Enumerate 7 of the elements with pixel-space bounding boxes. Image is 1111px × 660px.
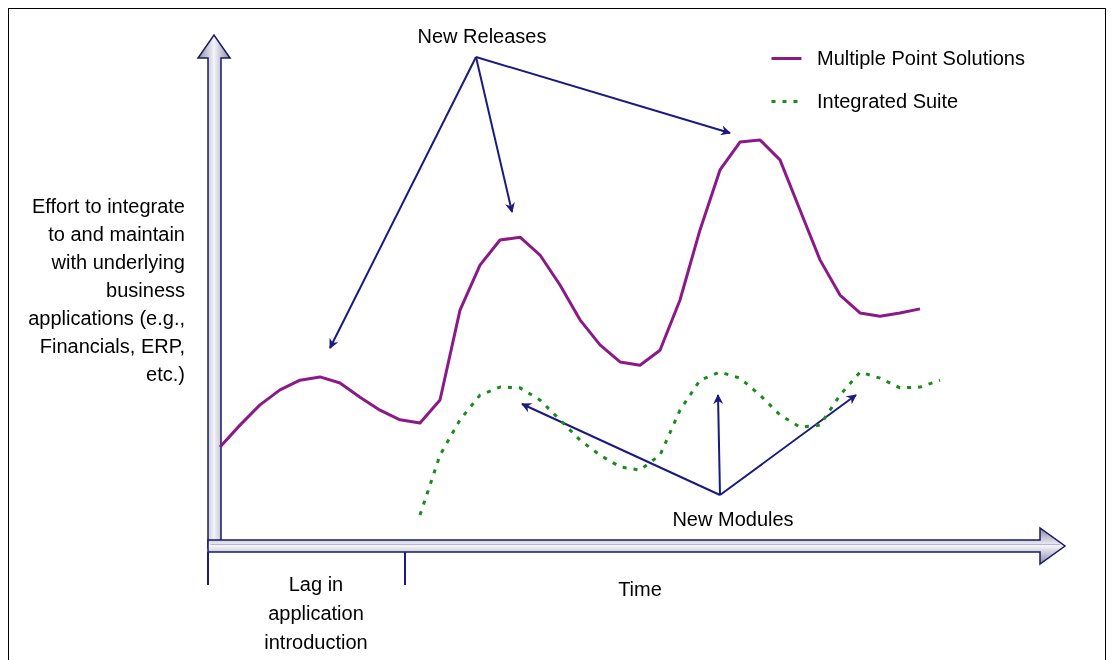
text: New Releases [416, 24, 548, 49]
legend-label: Integrated Suite [817, 89, 959, 112]
annotation: New Modules [671, 507, 795, 532]
y-axis-title: Effort to integrate to and maintain with underlying business applications (e.g., Financials, ERP, etc.) [27, 194, 185, 387]
legend-label: Multiple Point Solutions [817, 46, 1025, 69]
text: Lag in application introduction [263, 572, 369, 655]
x-axis-title: Time [617, 577, 663, 602]
